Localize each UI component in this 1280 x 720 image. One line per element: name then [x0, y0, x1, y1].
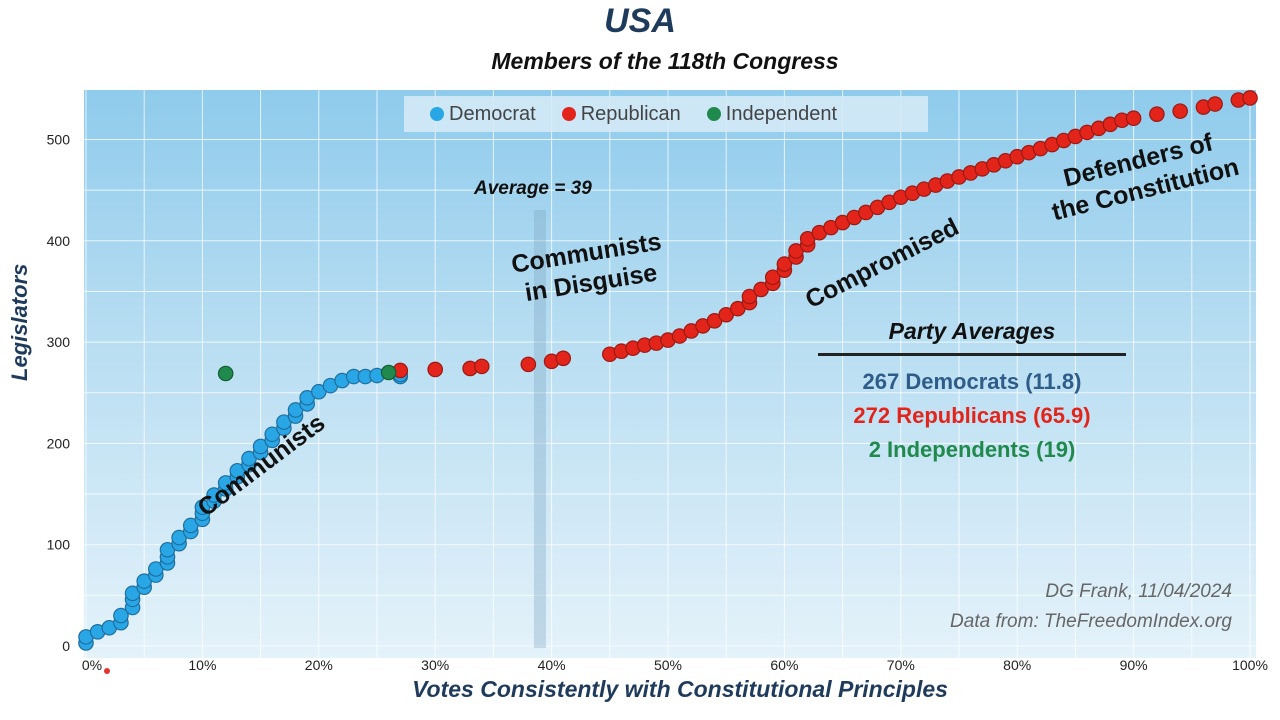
pointer-marker [104, 668, 110, 674]
party-average-republicans: 272 Republicans (65.9) [853, 403, 1091, 428]
x-tick-label: 20% [305, 657, 333, 673]
legend-item-independent: Independent [706, 102, 838, 126]
y-tick-label: 200 [47, 435, 71, 451]
legend-label-republican: Republican [580, 102, 681, 125]
x-tick-label: 10% [188, 657, 216, 673]
party-average-democrats: 267 Democrats (11.8) [862, 369, 1082, 394]
party-average-independents: 2 Independents (19) [868, 437, 1076, 462]
point-democrat [113, 607, 129, 624]
y-tick-label: 100 [47, 537, 71, 553]
plot-area [84, 90, 1256, 658]
republican-dot-icon [561, 107, 576, 121]
party-averages-rule [818, 353, 1126, 356]
chart-subtitle: Members of the 118th Congress [491, 48, 839, 74]
party-averages-title: Party Averages [888, 318, 1056, 344]
y-tick-label: 400 [47, 233, 71, 249]
point-republican [1207, 96, 1223, 112]
point-independent [380, 364, 397, 381]
credit-block: DG Frank, 11/04/2024 Data from: TheFreed… [880, 577, 1232, 637]
point-republican [520, 356, 537, 373]
axis-ticks: 0% 10% 20% 30% 40% 50% 60% 70% 80% 90% 100% 0 100 200… [47, 132, 1268, 674]
average-marker [533, 210, 546, 648]
legend: Democrat Republican Independent [404, 96, 928, 132]
legend-item-democrat: Democrat [430, 103, 536, 126]
point-republican [1149, 106, 1165, 122]
credit-author: DG Frank, 11/04/2024 [1045, 581, 1232, 602]
average-band [533, 210, 546, 648]
average-label: Average = 39 [474, 178, 592, 199]
x-tick-label: 30% [421, 657, 449, 673]
point-republican [764, 269, 781, 286]
credit-source: Data from: TheFreedomIndex.org [950, 611, 1232, 632]
point-republican [427, 361, 443, 378]
point-republican [555, 350, 572, 367]
x-tick-label: 70% [887, 657, 915, 673]
point-independent [217, 365, 234, 382]
chart-title: USA [604, 2, 676, 40]
point-republican [1242, 90, 1258, 106]
point-republican [1172, 103, 1188, 119]
point-republican [776, 256, 793, 272]
point-republican [1125, 110, 1142, 127]
y-tick-label: 500 [47, 132, 71, 148]
x-tick-label: 40% [538, 657, 566, 673]
legend-label-democrat: Democrat [449, 102, 536, 125]
legend-label-independent: Independent [725, 102, 838, 125]
data-points [78, 90, 1258, 651]
point-republican [473, 358, 490, 375]
point-republican [741, 288, 758, 305]
y-axis-label: Legislators [7, 263, 32, 381]
x-tick-label: 50% [654, 657, 682, 673]
x-tick-label: 60% [770, 657, 798, 673]
x-tick-label: 90% [1120, 657, 1148, 673]
x-axis-label: Votes Consistently with Constitutional P… [412, 676, 948, 702]
x-tick-label: 80% [1003, 657, 1031, 673]
democrat-dot-icon [430, 107, 444, 121]
y-tick-label: 300 [47, 334, 71, 350]
x-tick-label: 100% [1232, 657, 1268, 673]
y-tick-label: 0 [62, 638, 70, 654]
x-tick-label: 0% [82, 657, 102, 673]
legend-item-republican: Republican [561, 102, 681, 126]
independent-dot-icon [706, 107, 721, 121]
